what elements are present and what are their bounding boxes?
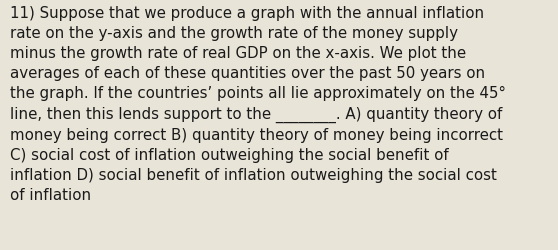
Text: 11) Suppose that we produce a graph with the annual inflation
rate on the y-axis: 11) Suppose that we produce a graph with… xyxy=(10,6,506,202)
